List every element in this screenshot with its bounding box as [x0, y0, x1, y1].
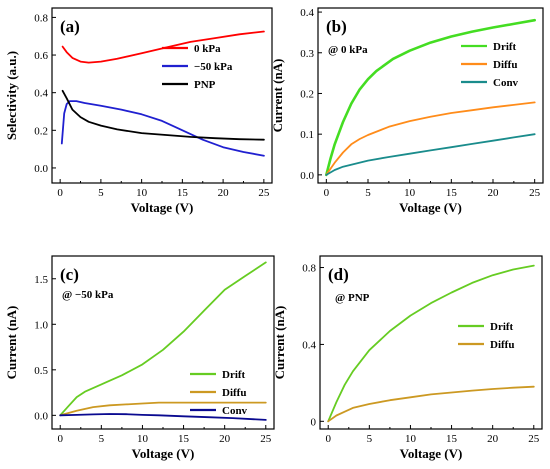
y-axis-title-a: Selectivity (a.u.) [4, 51, 19, 140]
x-tick-label-d-1: 5 [367, 433, 373, 445]
x-tick-label-c-3: 15 [178, 433, 190, 445]
panel-d: 0 5 10 15 20 25 0 0.4 0.8 Voltage (V) Current (nA)… [272, 255, 543, 461]
panel-label-a: (a) [60, 17, 80, 36]
series-line-d-0 [327, 264, 535, 423]
y-tick-label-a-0: 0.0 [34, 163, 48, 175]
y-tick-label-d-1: 0.4 [302, 339, 316, 351]
series-line-b-2 [325, 133, 536, 176]
panel-c: 0 5 10 15 20 25 0.0 0.5 1.0 1.5 Voltage (V) Current… [4, 255, 275, 461]
x-tick-label-c-2: 10 [137, 433, 149, 445]
annotation-d: @ PNP [335, 292, 370, 304]
x-tick-label-d-3: 15 [446, 433, 458, 445]
legend-label-d-0: Drift [490, 321, 514, 333]
x-tick-label-d-2: 10 [405, 433, 417, 445]
annotation-b: @ 0 kPa [328, 44, 368, 56]
x-tick-label-c-0: 0 [57, 433, 63, 445]
x-tick-label-b-3: 15 [446, 187, 458, 199]
legend-label-c-0: Drift [222, 369, 246, 381]
y-axis-title-b: Current (nA) [270, 59, 285, 133]
x-axis-title-d: Voltage (V) [400, 446, 463, 461]
y-tick-label-c-1: 0.5 [34, 365, 48, 377]
x-tick-label-c-1: 5 [99, 433, 105, 445]
y-tick-label-b-4: 0.4 [300, 7, 314, 19]
x-tick-label-a-3: 15 [177, 187, 189, 199]
series-line-a-2 [61, 89, 265, 141]
series-line-a-1 [60, 100, 265, 157]
legend-label-c-1: Diffu [222, 387, 246, 399]
y-tick-label-a-2: 0.4 [34, 88, 48, 100]
y-axis-title-c: Current (nA) [4, 306, 19, 380]
panel-b: 0 5 10 15 20 25 0.0 0.1 0.2 0.3 0.4 Voltage (V) Curr… [270, 7, 544, 215]
x-tick-label-b-5: 25 [529, 187, 541, 199]
panel-label-b: (b) [326, 17, 347, 36]
panel-label-c: (c) [60, 265, 79, 284]
y-tick-label-b-3: 0.3 [300, 48, 314, 60]
plot-frame-b [317, 7, 544, 184]
x-axis-title-b: Voltage (V) [399, 200, 462, 215]
y-axis-title-d: Current (nA) [272, 306, 287, 380]
y-tick-label-b-2: 0.2 [300, 88, 314, 100]
y-tick-label-a-4: 0.8 [34, 12, 48, 24]
y-tick-label-c-3: 1.5 [34, 274, 48, 286]
legend-label-b-2: Conv [493, 77, 519, 89]
x-tick-label-b-1: 5 [365, 187, 371, 199]
x-tick-label-d-4: 20 [487, 433, 499, 445]
series-line-c-0 [59, 261, 267, 417]
x-tick-label-d-0: 0 [325, 433, 331, 445]
series-line-a-0 [61, 30, 265, 64]
x-tick-label-c-4: 20 [219, 433, 231, 445]
x-tick-label-a-2: 10 [136, 187, 148, 199]
x-tick-label-c-5: 25 [260, 433, 272, 445]
y-tick-label-c-2: 1.0 [34, 319, 48, 331]
x-tick-label-b-4: 20 [488, 187, 500, 199]
x-tick-label-a-4: 20 [218, 187, 230, 199]
y-tick-label-d-2: 0.8 [302, 263, 316, 275]
series-line-b-1 [325, 101, 536, 176]
series-line-c-2 [59, 413, 267, 421]
legend-label-c-2: Conv [222, 405, 248, 417]
y-tick-label-c-0: 0.0 [34, 410, 48, 422]
y-tick-label-d-0: 0 [311, 416, 317, 428]
panel-label-d: (d) [328, 265, 349, 284]
x-tick-label-a-1: 5 [98, 187, 104, 199]
y-tick-label-a-1: 0.2 [34, 125, 48, 137]
y-tick-label-b-1: 0.1 [300, 129, 314, 141]
legend-label-a-1: −50 kPa [194, 61, 233, 73]
x-tick-label-d-5: 25 [528, 433, 540, 445]
x-tick-label-b-2: 10 [404, 187, 416, 199]
x-tick-label-a-0: 0 [57, 187, 63, 199]
series-line-d-1 [327, 385, 535, 423]
y-tick-label-a-3: 0.6 [34, 50, 48, 62]
x-axis-title-c: Voltage (V) [132, 446, 195, 461]
legend-label-b-0: Drift [493, 41, 517, 53]
legend-label-a-0: 0 kPa [194, 43, 221, 55]
y-tick-label-b-0: 0.0 [300, 170, 314, 182]
series-line-b-0 [325, 18, 536, 177]
annotation-c: @ −50 kPa [62, 289, 114, 301]
series-line-c-1 [59, 401, 267, 417]
x-axis-title-a: Voltage (V) [131, 200, 194, 215]
x-tick-label-a-5: 25 [258, 187, 270, 199]
legend-label-a-2: PNP [194, 79, 216, 91]
x-tick-label-b-0: 0 [324, 187, 330, 199]
legend-label-d-1: Diffu [490, 339, 514, 351]
panel-a: 0 5 10 15 20 25 0.0 0.2 0.4 0.6 0.8 Voltage (V) Sele… [4, 7, 273, 215]
legend-label-b-1: Diffu [493, 59, 517, 71]
